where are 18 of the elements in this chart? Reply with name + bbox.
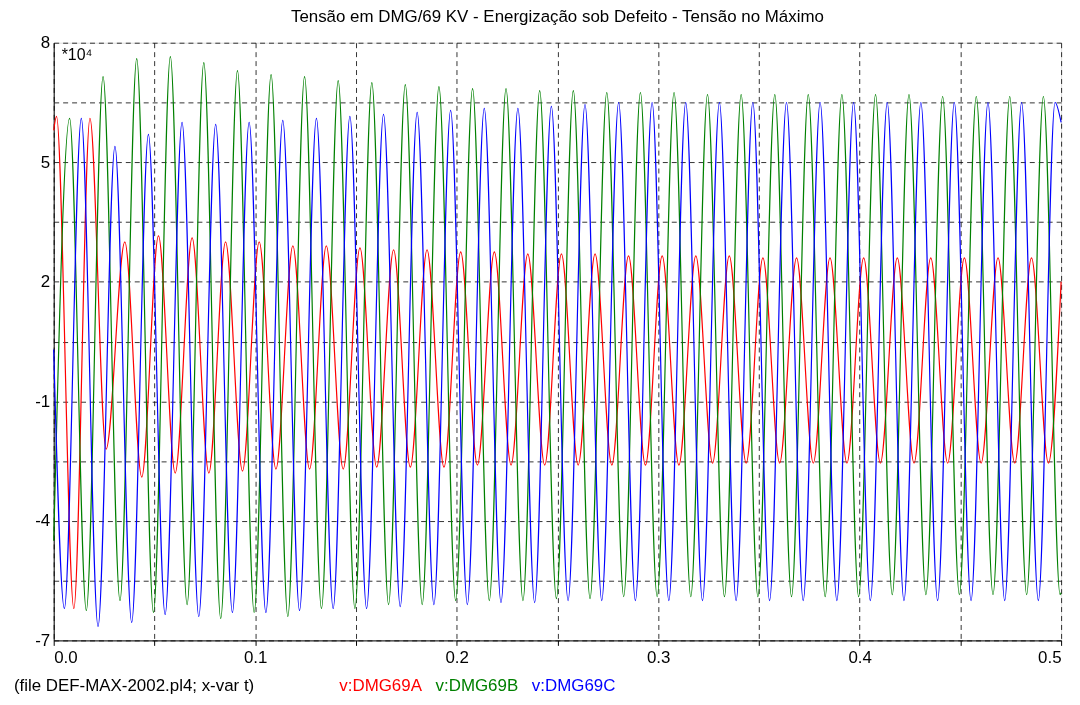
- x-tick-label: 0.1: [243, 647, 268, 667]
- text: v:DMG69B: [435, 676, 519, 696]
- y-tick-label: 8: [40, 33, 51, 53]
- text: v:DMG69A: [339, 676, 423, 696]
- chart-title: Tensão em DMG/69 KV - Energização sob Defeito - Tensão no Máximo: [290, 6, 824, 26]
- y-tick-label: 5: [40, 152, 51, 172]
- x-tick-label: 0.4: [848, 647, 872, 667]
- x-tick-label: 0.0: [54, 647, 78, 667]
- annotation: *10⁴: [61, 45, 93, 63]
- x-tick-label: 0.3: [646, 647, 671, 667]
- x-tick-label: 0.5: [1038, 647, 1062, 667]
- y-tick-label: 2: [40, 272, 51, 292]
- y-tick-label: -1: [35, 391, 51, 411]
- text: (file DEF-MAX-2002.pl4; x-var t): [13, 676, 255, 696]
- y-tick-label: -7: [35, 630, 51, 650]
- x-tick-label: 0.2: [445, 647, 469, 667]
- text: v:DMG69C: [531, 676, 616, 696]
- y-tick-label: -4: [35, 511, 51, 531]
